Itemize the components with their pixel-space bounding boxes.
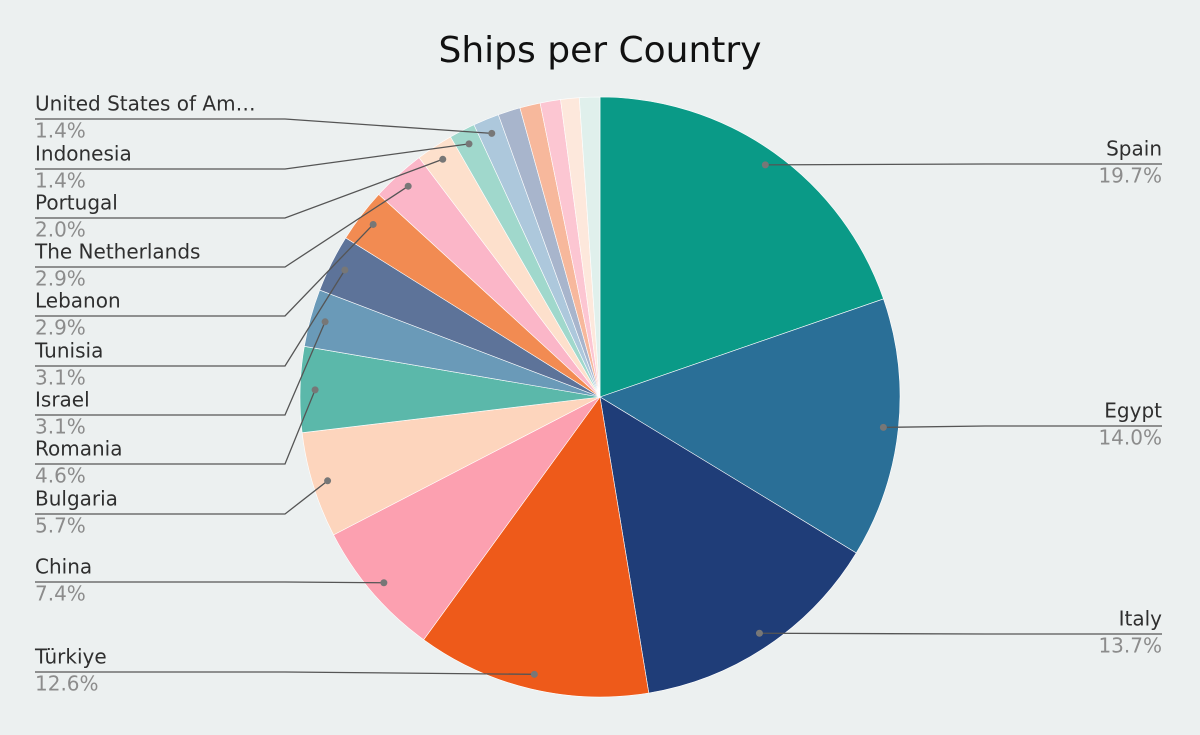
leader-dot <box>439 155 447 163</box>
leader-line <box>35 269 346 367</box>
leader-line <box>35 185 409 268</box>
slice-label: Indonesia <box>35 142 132 166</box>
leader-line <box>35 581 384 584</box>
slice <box>599 298 901 554</box>
slice-label: Romania <box>35 437 122 461</box>
slice-label: Egypt <box>1104 399 1162 423</box>
leader-dot <box>755 629 763 637</box>
slice-label: Portugal <box>35 191 118 215</box>
leader-line <box>35 158 444 219</box>
slice <box>423 396 650 698</box>
slice-value-label: 4.6% <box>35 464 86 488</box>
labels: Spain 19.7% Egypt 14.0% Italy 13.7% Türkiye 12.… <box>34 92 1162 696</box>
leader-line <box>35 118 492 135</box>
slice <box>599 96 884 398</box>
slice-label: Bulgaria <box>35 487 118 511</box>
slice <box>599 396 857 694</box>
slice-label: China <box>35 555 92 579</box>
slice-value-label: 2.9% <box>35 267 86 291</box>
leader-line <box>35 143 470 170</box>
slice-label: Italy <box>1119 607 1163 631</box>
leader-dot <box>530 670 538 678</box>
slice-value-label: 2.0% <box>35 218 86 242</box>
leader-line <box>765 163 1162 166</box>
leader-dot <box>465 140 473 148</box>
slice-label: United States of Am… <box>35 92 256 116</box>
leader-dot <box>321 318 329 326</box>
slice-value-label: 13.7% <box>1098 634 1162 658</box>
slice-value-label: 3.1% <box>35 366 86 390</box>
leader-dot <box>311 386 319 394</box>
slice-value-label: 3.1% <box>35 415 86 439</box>
leader-dot <box>324 477 332 485</box>
slice-value-label: 12.6% <box>35 672 99 696</box>
slice <box>578 96 601 398</box>
slice-label: Israel <box>35 388 90 412</box>
slice-label: Lebanon <box>35 289 121 313</box>
slice-value-label: 5.7% <box>35 514 86 538</box>
slice-value-label: 1.4% <box>35 169 86 193</box>
leader-line <box>759 632 1162 635</box>
leader-dot <box>879 423 887 431</box>
leader-dot <box>404 182 412 190</box>
slice-label: Spain <box>1106 137 1162 161</box>
leader-line <box>35 224 374 317</box>
slice-label: The Netherlands <box>34 240 200 264</box>
leader-dot <box>761 161 769 169</box>
slice-label: Tunisia <box>34 339 103 363</box>
slice-value-label: 2.9% <box>35 316 86 340</box>
leader-dot <box>369 220 377 228</box>
leader-dot <box>341 266 349 274</box>
slice-value-label: 1.4% <box>35 119 86 143</box>
leader-line <box>35 321 326 416</box>
slice-value-label: 19.7% <box>1098 164 1162 188</box>
leader-line <box>35 389 316 465</box>
slice-value-label: 14.0% <box>1098 426 1162 450</box>
slice-value-label: 7.4% <box>35 582 86 606</box>
leader-dot <box>488 129 496 137</box>
leader-line <box>35 671 535 675</box>
leader-dot <box>380 579 388 587</box>
pie <box>299 96 901 698</box>
chart-title: Ships per Country <box>439 30 762 71</box>
leader-line <box>883 425 1162 429</box>
slice-label: Türkiye <box>34 645 107 669</box>
leader-line <box>35 480 328 515</box>
slice <box>333 396 601 641</box>
